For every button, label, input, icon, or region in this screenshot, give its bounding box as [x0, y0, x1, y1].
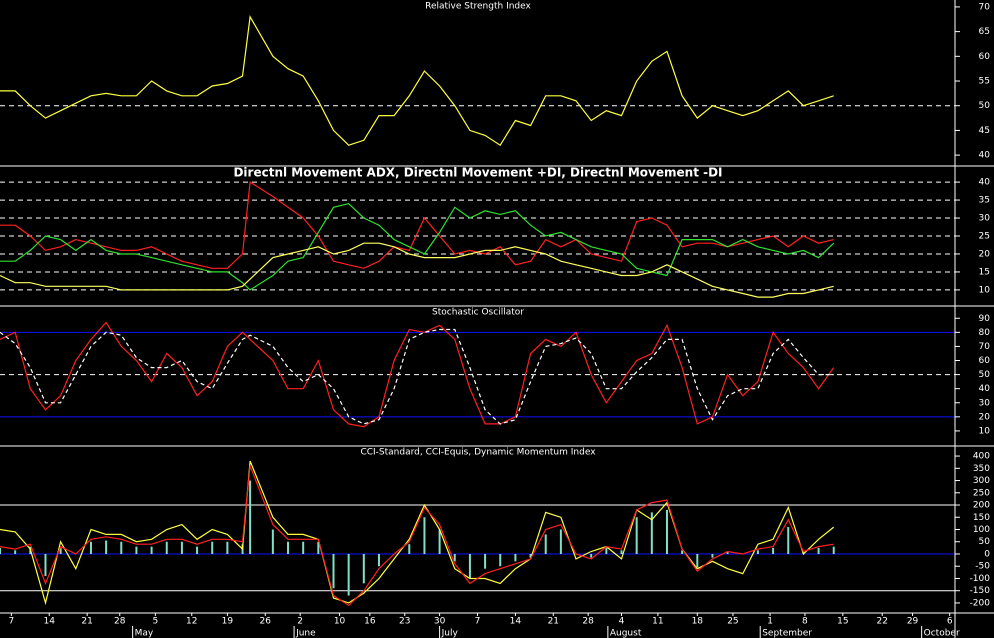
x-tick-label: 2: [297, 617, 303, 627]
x-tick-label: 7: [475, 617, 481, 627]
y-tick-label: 400: [973, 452, 990, 462]
month-label: October: [924, 629, 960, 638]
x-tick-label: 10: [334, 617, 346, 627]
series-line: [0, 181, 834, 269]
x-tick-label: 19: [222, 617, 234, 627]
series-line: [0, 203, 835, 291]
month-label: July: [441, 629, 459, 638]
series-line: [0, 460, 835, 606]
x-tick-label: 28: [582, 617, 594, 627]
series-line: [0, 465, 834, 607]
x-tick-label: 8: [802, 617, 808, 627]
y-tick-label: 70: [979, 342, 991, 352]
y-tick-label: -150: [970, 586, 991, 596]
y-tick-label: 20: [979, 249, 991, 259]
month-label: May: [135, 629, 154, 638]
y-tick-label: 50: [979, 537, 991, 547]
month-label: June: [295, 629, 316, 638]
x-tick-label: 1: [767, 617, 773, 627]
y-tick-label: 30: [979, 214, 991, 224]
y-tick-label: 45: [979, 126, 990, 136]
y-tick-label: 40: [979, 384, 991, 394]
x-tick-label: 23: [399, 617, 410, 627]
x-tick-label: 26: [260, 617, 272, 627]
y-tick-label: 65: [979, 27, 990, 37]
panel-title: Directnl Movement ADX, Directnl Movement…: [233, 166, 722, 180]
y-tick-label: 50: [979, 101, 991, 111]
x-tick-label: 22: [877, 617, 888, 627]
x-tick-label: 14: [44, 617, 56, 627]
y-tick-label: 60: [979, 52, 991, 62]
x-tick-label: 29: [907, 617, 919, 627]
y-tick-label: 10: [979, 285, 991, 295]
x-tick-label: 25: [727, 617, 738, 627]
y-tick-label: 25: [979, 232, 990, 242]
y-tick-label: 80: [979, 328, 991, 338]
x-tick-label: 18: [692, 617, 704, 627]
y-tick-label: 90: [979, 314, 991, 324]
series-line: [0, 328, 834, 425]
y-tick-label: 35: [979, 196, 990, 206]
x-tick-label: 14: [510, 617, 522, 627]
month-label: August: [610, 629, 642, 638]
x-tick-label: 21: [548, 617, 559, 627]
y-tick-label: 15: [979, 267, 990, 277]
x-tick-label: 12: [186, 617, 197, 627]
y-tick-label: 200: [973, 501, 990, 511]
y-tick-label: 300: [973, 476, 990, 486]
x-tick-label: 28: [114, 617, 126, 627]
y-tick-label: 350: [973, 464, 990, 474]
y-tick-label: -50: [975, 562, 990, 572]
x-tick-label: 15: [837, 617, 848, 627]
y-tick-label: -100: [970, 574, 991, 584]
x-tick-label: 6: [947, 617, 953, 627]
y-tick-label: 250: [973, 488, 990, 498]
y-tick-label: 60: [979, 356, 991, 366]
y-tick-label: 20: [979, 412, 991, 422]
x-tick-label: 30: [434, 617, 446, 627]
panel-title: Stochastic Oscillator: [432, 308, 524, 318]
y-tick-label: 150: [973, 513, 990, 523]
y-tick-label: -200: [970, 598, 991, 608]
x-tick-label: 21: [81, 617, 92, 627]
panel-title: CCI-Standard, CCI-Equis, Dynamic Momentu…: [360, 448, 596, 458]
y-tick-label: 50: [979, 370, 991, 380]
y-tick-label: 40: [979, 151, 991, 161]
y-tick-label: 30: [979, 398, 991, 408]
x-tick-label: 5: [153, 617, 159, 627]
month-label: September: [762, 629, 812, 638]
x-tick-label: 7: [9, 617, 15, 627]
y-tick-label: 55: [979, 77, 990, 87]
y-tick-label: 70: [979, 2, 991, 12]
x-tick-label: 4: [619, 617, 625, 627]
y-tick-label: 0: [984, 549, 990, 559]
series-line: [0, 321, 835, 428]
series-line: [0, 242, 834, 298]
y-tick-label: 40: [979, 178, 991, 188]
x-tick-label: 16: [364, 617, 376, 627]
x-tick-label: 11: [652, 617, 663, 627]
series-line: [0, 14, 834, 147]
y-tick-label: 100: [973, 525, 990, 535]
y-tick-label: 10: [979, 426, 991, 436]
panel-title: Relative Strength Index: [425, 2, 531, 12]
